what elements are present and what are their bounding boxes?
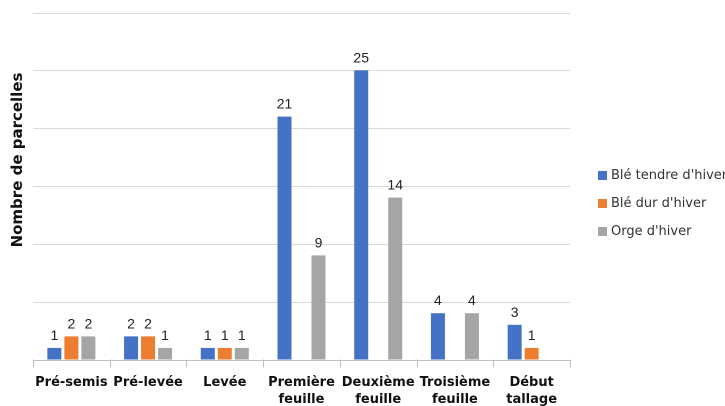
x-tick-label-line: feuille <box>432 392 478 406</box>
legend-label: Blé dur d'hiver <box>611 196 707 211</box>
x-tick-label: Levée <box>203 375 246 390</box>
bar <box>141 336 156 360</box>
legend-label: Orge d'hiver <box>611 224 692 239</box>
data-label: 2 <box>67 315 75 331</box>
bar <box>234 347 249 360</box>
bar <box>124 336 139 360</box>
x-tick-label: Première feuille <box>268 375 335 406</box>
legend: Blé tendre d'hiver Blé dur d'hiver Orge d'… <box>598 167 725 251</box>
x-tick-label: Début tallage <box>506 375 557 406</box>
x-tick-label-line: Deuxième <box>342 375 415 390</box>
y-axis-title-wrapper: Nombre de parcelles <box>2 40 32 280</box>
data-label: 4 <box>468 292 476 308</box>
x-tick-label-line: Levée <box>203 375 246 390</box>
x-tick-label-line: Début <box>509 375 553 390</box>
data-label: 1 <box>204 327 212 343</box>
bar <box>388 197 403 360</box>
data-label: 4 <box>434 292 442 308</box>
legend-swatch <box>598 227 607 236</box>
x-tick-label-line: Première <box>268 375 335 390</box>
x-tick-label-line: feuille <box>279 392 325 406</box>
data-label: 1 <box>221 327 229 343</box>
y-axis-title: Nombre de parcelles <box>8 72 26 248</box>
legend-swatch <box>598 199 607 208</box>
x-tick-label-line: Troisième <box>420 375 491 390</box>
x-tick-label-line: Pré-semis <box>35 375 108 390</box>
data-label: 21 <box>277 96 293 112</box>
bar <box>464 313 479 360</box>
x-tick-label: Troisième feuille <box>420 375 491 406</box>
legend-item: Blé tendre d'hiver <box>598 167 725 184</box>
data-label: 2 <box>144 315 152 331</box>
bar <box>200 347 215 360</box>
x-tick-label: Pré-semis <box>35 375 108 390</box>
data-label: 3 <box>511 304 519 320</box>
bar <box>158 347 173 360</box>
data-label: 2 <box>84 315 92 331</box>
data-label: 1 <box>238 327 246 343</box>
legend-label: Blé tendre d'hiver <box>611 168 725 183</box>
bar <box>217 347 232 360</box>
data-label: 1 <box>50 327 58 343</box>
data-label: 2 <box>127 315 135 331</box>
legend-swatch <box>598 171 607 180</box>
bar <box>277 116 292 360</box>
bar <box>354 70 369 360</box>
bar <box>507 324 522 360</box>
bar <box>64 336 79 360</box>
x-tick-label-line: feuille <box>355 392 401 406</box>
bar <box>47 347 62 360</box>
legend-item: Blé dur d'hiver <box>598 195 725 212</box>
legend-item: Orge d'hiver <box>598 223 725 240</box>
data-label: 1 <box>161 327 169 343</box>
x-tick-label-line: Pré-levée <box>113 375 183 390</box>
x-tick-label-line: tallage <box>506 392 557 406</box>
data-label: 9 <box>315 234 323 250</box>
bar <box>430 313 445 360</box>
data-label: 25 <box>353 49 369 65</box>
x-tick-label: Deuxième feuille <box>342 375 415 406</box>
data-label: 14 <box>387 177 403 193</box>
bar <box>311 255 326 360</box>
x-tick-label: Pré-levée <box>113 375 183 390</box>
bar <box>81 336 96 360</box>
data-label: 1 <box>528 327 536 343</box>
bar <box>524 347 539 360</box>
